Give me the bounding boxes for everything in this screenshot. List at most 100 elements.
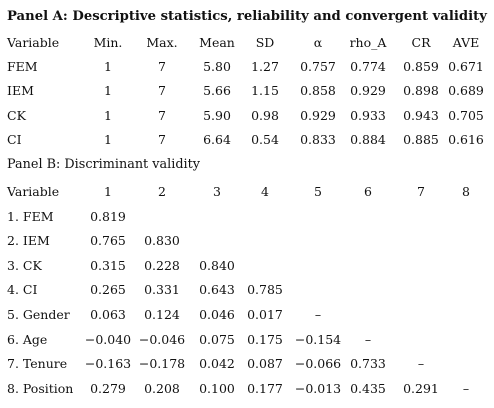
panel-b-header-row: Variable 1 2 3 4 5 6 7 8 — [0, 180, 494, 204]
table-header-cell: AVE — [452, 35, 480, 50]
table-cell: 7. Tenure — [7, 356, 68, 372]
table-cell: 7 — [158, 59, 166, 75]
table-header-cell: 5 — [314, 184, 322, 199]
table-row: 8. Position 0.279 0.208 0.100 0.177 −0.013 0.4… — [0, 377, 494, 401]
table-cell: 0.175 — [247, 331, 283, 347]
table-cell: 0.933 — [350, 107, 386, 123]
table-cell: – — [462, 380, 470, 396]
table-cell: 0.819 — [90, 208, 126, 224]
table-row: 7. Tenure −0.163 −0.178 0.042 0.087 −0.066 0.7… — [0, 352, 494, 376]
table-header-cell: Max. — [146, 35, 178, 50]
table-cell: 0.898 — [403, 83, 439, 99]
table-cell: 0.858 — [300, 83, 336, 99]
table-cell: 0.830 — [144, 233, 180, 249]
table-header-cell: Min. — [93, 35, 123, 50]
table-cell: 1 — [104, 59, 112, 75]
table-header-cell: Mean — [199, 35, 235, 50]
table-cell: 0.689 — [448, 83, 484, 99]
table-header-cell: Variable — [7, 35, 60, 50]
table-row: 1. FEM 0.819 — [0, 205, 494, 229]
table-cell: 4. CI — [7, 282, 38, 298]
table-cell: 0.757 — [300, 59, 336, 75]
table-cell: – — [417, 356, 425, 372]
table-cell: 6. Age — [7, 331, 48, 347]
table-cell: 1. FEM — [7, 208, 54, 224]
table-cell: 7 — [158, 131, 166, 147]
table-cell: 1.27 — [251, 59, 279, 75]
panel-b-title: Panel B: Discriminant validity — [7, 157, 200, 172]
table-header-cell: 3 — [213, 184, 221, 199]
table-cell: 3. CK — [7, 257, 42, 273]
table-header-cell: rho_A — [349, 35, 387, 50]
table-header-cell: 6 — [364, 184, 372, 199]
table-cell: 0.705 — [448, 107, 484, 123]
table-cell: 7 — [158, 83, 166, 99]
table-header-cell: Variable — [7, 184, 60, 199]
panel-a-header-row: Variable Min. Max. Mean SD α rho_A CR AVE — [0, 31, 494, 55]
table-cell: 0.228 — [144, 257, 180, 273]
table-cell: 0.279 — [90, 380, 126, 396]
table-cell: −0.046 — [138, 331, 186, 347]
table-cell: −0.154 — [294, 331, 342, 347]
table-cell: 5.80 — [203, 59, 231, 75]
table-cell: 0.017 — [247, 307, 283, 322]
table-cell: 0.98 — [251, 107, 279, 123]
table-row: IEM 1 7 5.66 1.15 0.858 0.929 0.898 0.689 — [0, 79, 494, 103]
table-cell: 5.90 — [203, 107, 231, 123]
table-row: 3. CK 0.315 0.228 0.840 — [0, 254, 494, 278]
table-cell: 0.177 — [247, 380, 283, 396]
table-cell: – — [364, 331, 372, 347]
table-header-cell: 4 — [261, 184, 269, 199]
table-header-cell: 2 — [158, 184, 166, 199]
table-header-cell: α — [313, 35, 323, 50]
table-cell: 0.929 — [350, 83, 386, 99]
table-cell: 0.884 — [350, 131, 386, 147]
table-cell: 0.643 — [199, 282, 235, 298]
table-cell: 0.943 — [403, 107, 439, 123]
table-cell: CK — [7, 107, 26, 123]
table-cell: CI — [7, 131, 22, 147]
table-cell: 5.66 — [203, 83, 231, 99]
table-cell: 0.291 — [403, 380, 439, 396]
table-cell: 0.042 — [199, 356, 235, 372]
table-cell: 0.315 — [90, 257, 126, 273]
table-cell: 0.331 — [144, 282, 180, 298]
table-cell: 0.208 — [144, 380, 180, 396]
table-row: 5. Gender 0.063 0.124 0.046 0.017 – — [0, 303, 494, 327]
table-row: 4. CI 0.265 0.331 0.643 0.785 — [0, 278, 494, 302]
table-cell: 6.64 — [203, 131, 231, 147]
table-cell: 1.15 — [251, 83, 279, 99]
table-cell: 0.833 — [300, 131, 336, 147]
table-cell: 8. Position — [7, 380, 74, 396]
table-cell: 0.774 — [350, 59, 386, 75]
table-cell: 1 — [104, 131, 112, 147]
table-cell: 2. IEM — [7, 233, 50, 249]
table-header-cell: CR — [411, 35, 431, 50]
table-cell: 0.733 — [350, 356, 386, 372]
table-cell: 0.929 — [300, 107, 336, 123]
table-cell: 5. Gender — [7, 307, 70, 322]
table-cell: 0.54 — [251, 131, 279, 147]
table-cell: 0.671 — [448, 59, 484, 75]
table-cell: 0.616 — [448, 131, 484, 147]
table-row: CI 1 7 6.64 0.54 0.833 0.884 0.885 0.616 — [0, 128, 494, 152]
table-row: 2. IEM 0.765 0.830 — [0, 229, 494, 253]
table-header-cell: 8 — [462, 184, 470, 199]
table-cell: −0.163 — [84, 356, 132, 372]
table-cell: 0.765 — [90, 233, 126, 249]
table-cell: 0.046 — [199, 307, 235, 322]
table-cell: −0.066 — [294, 356, 342, 372]
table-cell: −0.013 — [294, 380, 342, 396]
table-cell: 0.885 — [403, 131, 439, 147]
table-cell: 0.075 — [199, 331, 235, 347]
table-cell: 0.265 — [90, 282, 126, 298]
table-cell: 0.087 — [247, 356, 283, 372]
table-cell: – — [314, 307, 322, 322]
table-cell: 1 — [104, 107, 112, 123]
table-header-cell: SD — [255, 35, 275, 50]
table-cell: 0.124 — [144, 307, 180, 322]
table-cell: −0.040 — [84, 331, 132, 347]
table-cell: 0.063 — [90, 307, 126, 322]
table-cell: 0.785 — [247, 282, 283, 298]
